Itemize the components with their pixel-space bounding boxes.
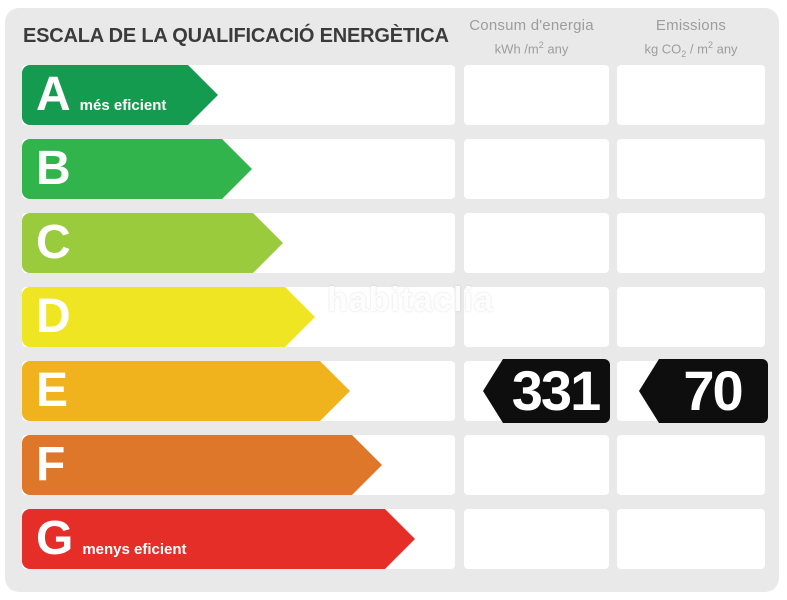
- rating-letter: G: [36, 512, 74, 565]
- rating-letter: A: [36, 68, 71, 121]
- row-bg-emissions: [617, 509, 765, 569]
- rating-arrow-b: B: [22, 139, 252, 199]
- row-bg-consum: [464, 139, 609, 199]
- row-bg-consum: [464, 509, 609, 569]
- rating-row-label: més eficient: [79, 97, 167, 114]
- rating-row-label: menys eficient: [82, 541, 187, 558]
- consum-header-unit: kWh /m2 any: [494, 40, 569, 57]
- rating-arrow-g: G menys eficient: [22, 509, 415, 569]
- row-bg-emissions: [617, 435, 765, 495]
- row-bg-consum: [464, 213, 609, 273]
- rating-letter: E: [36, 364, 69, 417]
- rating-letter: B: [36, 142, 71, 195]
- row-bg-consum: [464, 65, 609, 125]
- rating-row-e: E 331 70: [5, 359, 779, 423]
- rating-row-f: F: [5, 435, 779, 495]
- watermark-swoosh-icon: [330, 313, 356, 328]
- page-title: ESCALA DE LA QUALIFICACIÓ ENERGÈTICA: [23, 25, 449, 47]
- rating-arrow-a: A més eficient: [22, 65, 218, 125]
- rating-row-b: B: [5, 139, 779, 199]
- rating-row-c: C: [5, 213, 779, 273]
- energy-scale-panel: ESCALA DE LA QUALIFICACIÓ ENERGÈTICA Con…: [5, 8, 779, 592]
- rating-arrow-e: E: [22, 361, 350, 421]
- rating-arrow-d: D: [22, 287, 315, 347]
- column-header-consum: Consum d'energia kWh /m2 any: [459, 16, 604, 58]
- column-header-emissions: Emissions kg CO2 / m2 any: [617, 16, 765, 63]
- emissions-header-title: Emissions: [655, 17, 727, 34]
- row-bg-emissions: [617, 213, 765, 273]
- rating-row-a: A més eficient: [5, 65, 779, 125]
- emissions-value: 70: [683, 359, 743, 422]
- row-bg-consum: [464, 435, 609, 495]
- rating-letter: F: [36, 438, 66, 491]
- consum-value-badge: 331: [483, 359, 610, 423]
- rating-letter: C: [36, 216, 71, 269]
- row-bg-emissions: [617, 65, 765, 125]
- row-bg-emissions: [617, 287, 765, 347]
- emissions-value-badge: 70: [639, 359, 768, 423]
- consum-header-title: Consum d'energia: [469, 17, 594, 34]
- row-bg-consum: [464, 287, 609, 347]
- rating-arrow-c: C: [22, 213, 283, 273]
- row-bg-emissions: [617, 139, 765, 199]
- consum-value: 331: [511, 359, 601, 422]
- rating-row-d: D: [5, 287, 779, 347]
- rating-letter: D: [36, 290, 71, 343]
- rating-row-g: G menys eficient: [5, 509, 779, 569]
- habitaclia-watermark: habitaclia: [327, 281, 494, 319]
- rating-arrow-f: F: [22, 435, 382, 495]
- emissions-header-unit: kg CO2 / m2 any: [644, 40, 738, 59]
